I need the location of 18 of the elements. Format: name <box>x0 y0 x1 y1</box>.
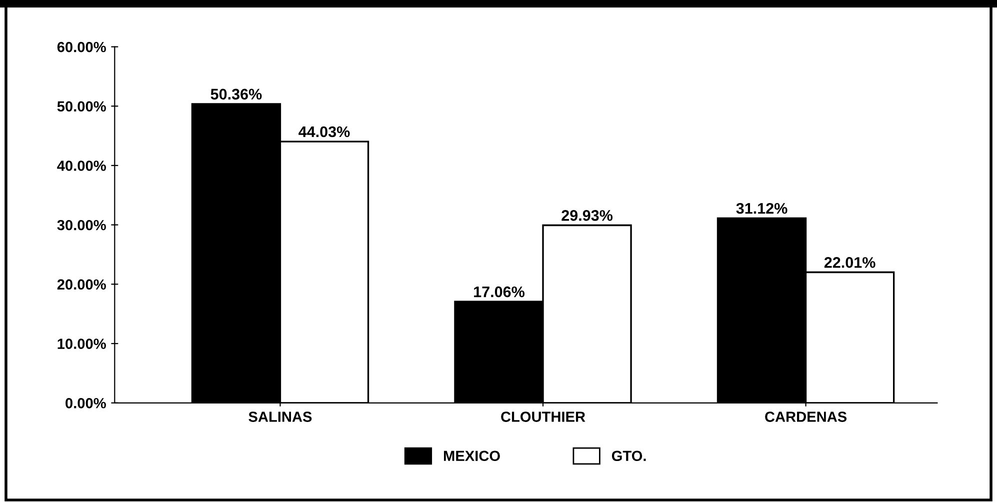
legend-label: MEXICO <box>444 450 500 462</box>
y-tick-label: 60.00% <box>57 42 106 52</box>
x-tick-label: SALINAS <box>248 412 312 422</box>
y-tick-label: 30.00% <box>57 220 106 230</box>
data-label: 31.12% <box>736 202 788 214</box>
data-label: 17.06% <box>474 286 524 298</box>
y-tick-label: 0.00% <box>66 398 106 408</box>
y-tick-label: 40.00% <box>57 160 106 171</box>
y-tick-label: 20.00% <box>57 279 106 290</box>
legend-label: GTO. <box>612 450 646 462</box>
y-tick-label: 10.00% <box>58 338 106 349</box>
data-label: 44.03% <box>298 126 350 138</box>
data-label: 22.01% <box>824 257 876 268</box>
data-label: 50.36% <box>210 88 262 100</box>
data-label: 29.93% <box>562 210 613 221</box>
y-tick-label: 50.00% <box>57 101 106 112</box>
x-tick-label: CARDENAS <box>765 412 847 422</box>
x-tick-label: CLOUTHIER <box>501 412 586 422</box>
